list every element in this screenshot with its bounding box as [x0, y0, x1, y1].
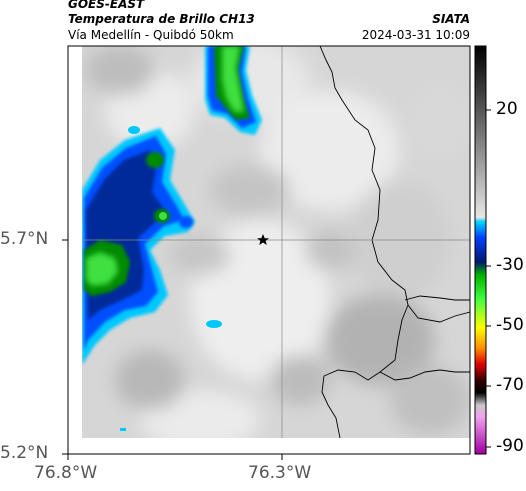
cold-cloud-north [205, 46, 262, 135]
colorbar-label-minus-90: -90 [496, 436, 524, 456]
datetime-label: 2024-03-31 10:09 [361, 28, 470, 42]
colorbar-ticks [486, 109, 491, 448]
star-marker [257, 234, 269, 245]
colorbar [475, 46, 486, 454]
agency-label: SIATA [432, 12, 470, 26]
lat-tick-label-5-2: 5.2°N [0, 443, 49, 463]
lat-tick-label-5-7: 5.7°N [0, 229, 49, 249]
colorbar-label-minus-70: -70 [496, 375, 524, 395]
route-label: Vía Medellín - Quibdó 50km [68, 28, 234, 42]
lon-tick-label-76-8: 76.8°W [34, 463, 98, 483]
colorbar-label-20: 20 [496, 99, 518, 119]
colorbar-label-minus-50: -50 [496, 315, 524, 335]
product-title: Temperatura de Brillo CH13 [68, 12, 255, 26]
borders-layer [319, 46, 470, 438]
lon-tick-label-76-3: 76.3°W [248, 463, 312, 483]
cold-cloud-west [82, 126, 222, 431]
map-frame [67, 45, 471, 455]
colorbar-label-minus-30: -30 [496, 255, 524, 275]
colorbar-frame [474, 45, 487, 455]
satellite-title: GOES-EAST [68, 0, 145, 11]
imagery-layer [82, 46, 470, 438]
